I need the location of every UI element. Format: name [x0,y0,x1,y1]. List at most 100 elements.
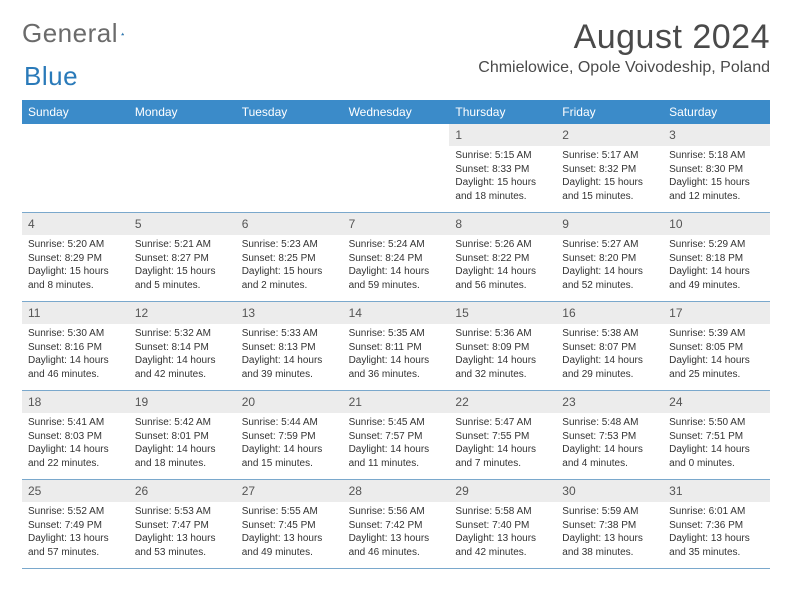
sunset-text: Sunset: 8:24 PM [349,252,444,266]
sunrise-text: Sunrise: 5:36 AM [455,327,550,341]
day-cell [343,124,450,212]
sunset-text: Sunset: 8:03 PM [28,430,123,444]
weekday-header-row: SundayMondayTuesdayWednesdayThursdayFrid… [22,100,770,124]
day-cell: 14Sunrise: 5:35 AMSunset: 8:11 PMDayligh… [343,302,450,390]
day-cell: 20Sunrise: 5:44 AMSunset: 7:59 PMDayligh… [236,391,343,479]
day-cell: 16Sunrise: 5:38 AMSunset: 8:07 PMDayligh… [556,302,663,390]
day-cell: 5Sunrise: 5:21 AMSunset: 8:27 PMDaylight… [129,213,236,301]
title-block: August 2024 Chmielowice, Opole Voivodesh… [478,18,770,77]
day-number: 30 [556,480,663,502]
sunrise-text: Sunrise: 5:33 AM [242,327,337,341]
weekday-cell: Sunday [22,100,129,124]
day-number: 3 [663,124,770,146]
sunset-text: Sunset: 7:57 PM [349,430,444,444]
day-body: Sunrise: 5:59 AMSunset: 7:38 PMDaylight:… [556,502,663,564]
daylight-text: Daylight: 14 hours and 52 minutes. [562,265,657,292]
sunrise-text: Sunrise: 5:42 AM [135,416,230,430]
day-body: Sunrise: 5:26 AMSunset: 8:22 PMDaylight:… [449,235,556,297]
day-body: Sunrise: 5:18 AMSunset: 8:30 PMDaylight:… [663,146,770,208]
sunset-text: Sunset: 7:42 PM [349,519,444,533]
day-number: 9 [556,213,663,235]
day-cell: 25Sunrise: 5:52 AMSunset: 7:49 PMDayligh… [22,480,129,568]
day-body: Sunrise: 5:39 AMSunset: 8:05 PMDaylight:… [663,324,770,386]
day-cell: 11Sunrise: 5:30 AMSunset: 8:16 PMDayligh… [22,302,129,390]
day-number: 8 [449,213,556,235]
day-body: Sunrise: 5:27 AMSunset: 8:20 PMDaylight:… [556,235,663,297]
day-cell: 26Sunrise: 5:53 AMSunset: 7:47 PMDayligh… [129,480,236,568]
day-number: 10 [663,213,770,235]
sunset-text: Sunset: 7:59 PM [242,430,337,444]
day-cell: 21Sunrise: 5:45 AMSunset: 7:57 PMDayligh… [343,391,450,479]
daylight-text: Daylight: 13 hours and 49 minutes. [242,532,337,559]
sunset-text: Sunset: 7:49 PM [28,519,123,533]
day-number: 1 [449,124,556,146]
day-body: Sunrise: 5:21 AMSunset: 8:27 PMDaylight:… [129,235,236,297]
day-body: Sunrise: 5:47 AMSunset: 7:55 PMDaylight:… [449,413,556,475]
day-cell: 18Sunrise: 5:41 AMSunset: 8:03 PMDayligh… [22,391,129,479]
sunset-text: Sunset: 8:27 PM [135,252,230,266]
day-cell: 23Sunrise: 5:48 AMSunset: 7:53 PMDayligh… [556,391,663,479]
day-number: 5 [129,213,236,235]
day-number: 25 [22,480,129,502]
daylight-text: Daylight: 14 hours and 7 minutes. [455,443,550,470]
day-number: 7 [343,213,450,235]
sunset-text: Sunset: 8:07 PM [562,341,657,355]
sunset-text: Sunset: 8:29 PM [28,252,123,266]
daylight-text: Daylight: 13 hours and 42 minutes. [455,532,550,559]
day-number [343,124,450,146]
day-cell: 31Sunrise: 6:01 AMSunset: 7:36 PMDayligh… [663,480,770,568]
sunrise-text: Sunrise: 5:23 AM [242,238,337,252]
logo-word1: General [22,18,118,49]
day-number: 15 [449,302,556,324]
sunrise-text: Sunrise: 5:24 AM [349,238,444,252]
day-cell: 22Sunrise: 5:47 AMSunset: 7:55 PMDayligh… [449,391,556,479]
sunrise-text: Sunrise: 5:48 AM [562,416,657,430]
day-number [236,124,343,146]
sunrise-text: Sunrise: 5:27 AM [562,238,657,252]
weekday-cell: Tuesday [236,100,343,124]
daylight-text: Daylight: 14 hours and 46 minutes. [28,354,123,381]
sunrise-text: Sunrise: 5:20 AM [28,238,123,252]
day-body: Sunrise: 5:32 AMSunset: 8:14 PMDaylight:… [129,324,236,386]
day-body: Sunrise: 5:56 AMSunset: 7:42 PMDaylight:… [343,502,450,564]
sunset-text: Sunset: 8:22 PM [455,252,550,266]
day-body: Sunrise: 5:15 AMSunset: 8:33 PMDaylight:… [449,146,556,208]
weekday-cell: Saturday [663,100,770,124]
week-row: 18Sunrise: 5:41 AMSunset: 8:03 PMDayligh… [22,391,770,480]
day-cell: 27Sunrise: 5:55 AMSunset: 7:45 PMDayligh… [236,480,343,568]
day-number: 4 [22,213,129,235]
sunrise-text: Sunrise: 5:17 AM [562,149,657,163]
day-body: Sunrise: 5:52 AMSunset: 7:49 PMDaylight:… [22,502,129,564]
daylight-text: Daylight: 14 hours and 32 minutes. [455,354,550,381]
day-body: Sunrise: 5:44 AMSunset: 7:59 PMDaylight:… [236,413,343,475]
sunrise-text: Sunrise: 5:38 AM [562,327,657,341]
daylight-text: Daylight: 14 hours and 36 minutes. [349,354,444,381]
day-body: Sunrise: 5:24 AMSunset: 8:24 PMDaylight:… [343,235,450,297]
daylight-text: Daylight: 15 hours and 8 minutes. [28,265,123,292]
day-body: Sunrise: 5:42 AMSunset: 8:01 PMDaylight:… [129,413,236,475]
sunrise-text: Sunrise: 5:50 AM [669,416,764,430]
sunset-text: Sunset: 7:47 PM [135,519,230,533]
day-number: 22 [449,391,556,413]
sunrise-text: Sunrise: 5:44 AM [242,416,337,430]
day-body: Sunrise: 5:29 AMSunset: 8:18 PMDaylight:… [663,235,770,297]
sunset-text: Sunset: 7:40 PM [455,519,550,533]
sunrise-text: Sunrise: 5:41 AM [28,416,123,430]
logo: General [22,18,143,49]
day-number: 24 [663,391,770,413]
day-number: 16 [556,302,663,324]
day-cell: 29Sunrise: 5:58 AMSunset: 7:40 PMDayligh… [449,480,556,568]
daylight-text: Daylight: 14 hours and 0 minutes. [669,443,764,470]
daylight-text: Daylight: 14 hours and 39 minutes. [242,354,337,381]
daylight-text: Daylight: 13 hours and 53 minutes. [135,532,230,559]
daylight-text: Daylight: 14 hours and 56 minutes. [455,265,550,292]
weekday-cell: Wednesday [343,100,450,124]
day-number: 12 [129,302,236,324]
weekday-cell: Thursday [449,100,556,124]
day-number: 20 [236,391,343,413]
calendar: SundayMondayTuesdayWednesdayThursdayFrid… [22,100,770,569]
day-cell: 30Sunrise: 5:59 AMSunset: 7:38 PMDayligh… [556,480,663,568]
day-number: 11 [22,302,129,324]
sunrise-text: Sunrise: 5:39 AM [669,327,764,341]
day-cell: 4 Sunrise: 5:20 AMSunset: 8:29 PMDaylight… [22,213,129,301]
